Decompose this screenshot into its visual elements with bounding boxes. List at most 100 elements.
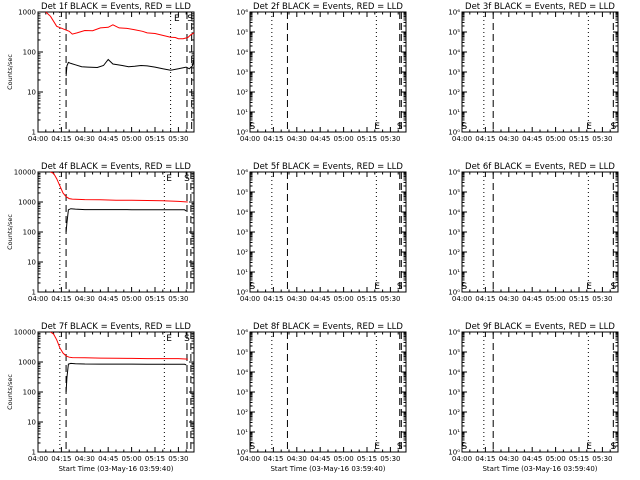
- x-tick-label: 04:00: [28, 135, 48, 143]
- x-tick-label: 05:30: [592, 295, 612, 303]
- x-tick-label: 04:00: [452, 295, 472, 303]
- y-tick-label: 10²: [236, 89, 248, 97]
- y-tick-label: 10¹: [236, 269, 248, 277]
- chart-title: Det 2f BLACK = Events, RED = LLD: [253, 2, 403, 12]
- marker-letter: S: [397, 282, 403, 292]
- marker-letter: S: [461, 442, 467, 452]
- x-tick-label: 04:30: [287, 455, 307, 463]
- x-tick-label: 04:30: [75, 295, 95, 303]
- x-tick-label: 04:30: [287, 135, 307, 143]
- x-tick-label: 04:30: [287, 295, 307, 303]
- marker-letter: E: [166, 334, 172, 344]
- marker-letter: S: [249, 282, 255, 292]
- x-tick-label: 05:30: [168, 455, 188, 463]
- x-tick-label: 04:30: [499, 135, 519, 143]
- x-tick-label: 04:30: [75, 455, 95, 463]
- x-tick-label: 04:15: [51, 455, 71, 463]
- y-tick-label: 100: [23, 229, 36, 237]
- x-tick-label: 05:30: [592, 455, 612, 463]
- marker-letter: E: [374, 282, 380, 292]
- y-tick-label: 10³: [236, 69, 248, 77]
- y-tick-label: 10¹: [448, 109, 460, 117]
- marker-letter: S: [397, 122, 403, 132]
- marker-letter: S: [610, 282, 616, 292]
- chart-title: Det 4f BLACK = Events, RED = LLD: [41, 162, 191, 172]
- x-tick-label: 05:00: [334, 455, 354, 463]
- plot-frame: [249, 171, 407, 293]
- chart-title: Det 8f BLACK = Events, RED = LLD: [253, 322, 403, 332]
- x-tick-label: 05:15: [569, 135, 589, 143]
- y-tick-label: 10³: [448, 389, 460, 397]
- marker-letter: E: [174, 14, 180, 24]
- y-tick-label: 1000: [18, 359, 36, 367]
- chart-panel-3: Det 3f BLACK = Events, RED = LLD 10⁰ 10¹ 10…: [448, 2, 619, 143]
- y-tick-label: 1: [32, 129, 36, 137]
- x-tick-label: 04:15: [475, 295, 495, 303]
- x-tick-label: 04:15: [263, 455, 283, 463]
- y-tick-label: 10⁰: [448, 289, 460, 297]
- x-axis-label: Start Time (03-May-16 03:59:40): [270, 465, 385, 473]
- chart-panel-4: Det 4f BLACK = Events, RED = LLD 1 10 100 10…: [6, 162, 195, 303]
- x-tick-label: 04:00: [240, 455, 260, 463]
- marker-letter: S: [461, 282, 467, 292]
- marker-letter: S: [610, 122, 616, 132]
- y-tick-label: 10¹: [236, 109, 248, 117]
- y-tick-label: 10¹: [236, 429, 248, 437]
- x-tick-label: 05:30: [380, 295, 400, 303]
- y-tick-label: 10²: [236, 409, 248, 417]
- x-tick-label: 05:30: [592, 135, 612, 143]
- x-tick-label: 05:00: [334, 295, 354, 303]
- chart-title: Det 3f BLACK = Events, RED = LLD: [465, 2, 615, 12]
- y-tick-label: 10⁴: [448, 369, 460, 377]
- y-tick-label: 10⁴: [236, 49, 248, 57]
- chart-panel-1: Det 1f BLACK = Events, RED = LLD 1 10 100 10…: [6, 2, 195, 143]
- chart-panel-2: Det 2f BLACK = Events, RED = LLD 10⁰ 10¹ 10…: [236, 2, 407, 143]
- y-tick-label: 10⁰: [448, 129, 460, 137]
- x-tick-label: 05:15: [145, 135, 165, 143]
- y-tick-label: 1000: [18, 9, 36, 17]
- y-tick-label: 1: [32, 449, 36, 457]
- chart-title: Det 9f BLACK = Events, RED = LLD: [465, 322, 615, 332]
- x-tick-label: 05:15: [145, 295, 165, 303]
- x-tick-label: 04:00: [452, 135, 472, 143]
- y-tick-label: 10⁵: [448, 29, 460, 37]
- x-tick-label: 04:00: [240, 295, 260, 303]
- y-tick-label: 10: [27, 259, 36, 267]
- y-tick-label: 10⁰: [448, 449, 460, 457]
- x-tick-label: 04:00: [240, 135, 260, 143]
- y-tick-label: 10⁶: [236, 9, 248, 17]
- x-tick-label: 05:00: [122, 135, 142, 143]
- x-tick-label: 05:00: [122, 455, 142, 463]
- y-tick-label: 10³: [448, 69, 460, 77]
- events-series-line: [65, 208, 187, 233]
- y-tick-label: 10⁰: [236, 129, 248, 137]
- chart-title: Det 1f BLACK = Events, RED = LLD: [41, 2, 191, 12]
- x-tick-label: 04:45: [98, 455, 118, 463]
- marker-letter: S: [249, 442, 255, 452]
- y-tick-label: 10⁵: [236, 29, 248, 37]
- y-tick-label: 10⁰: [236, 449, 248, 457]
- x-tick-label: 05:30: [168, 135, 188, 143]
- marker-letter: S: [461, 122, 467, 132]
- y-tick-label: 10⁵: [448, 189, 460, 197]
- y-tick-label: 10: [27, 419, 36, 427]
- y-axis-label: Counts/sec: [6, 54, 14, 90]
- y-tick-label: 10⁴: [236, 209, 248, 217]
- x-tick-label: 04:45: [98, 135, 118, 143]
- y-tick-label: 10000: [14, 169, 36, 177]
- y-tick-label: 10⁰: [236, 289, 248, 297]
- plot-frame: [249, 331, 407, 453]
- y-tick-label: 10⁶: [236, 169, 248, 177]
- x-tick-label: 04:15: [51, 295, 71, 303]
- chart-panel-5: Det 5f BLACK = Events, RED = LLD 10⁰ 10¹ 10…: [236, 162, 407, 303]
- lld-series-line: [50, 331, 188, 360]
- x-tick-label: 05:15: [357, 135, 377, 143]
- y-tick-label: 100: [23, 389, 36, 397]
- y-tick-label: 10⁴: [236, 369, 248, 377]
- marker-letter: S: [184, 334, 190, 344]
- marker-letter: E: [586, 122, 592, 132]
- x-tick-label: 04:45: [310, 455, 330, 463]
- x-tick-label: 04:30: [499, 295, 519, 303]
- y-tick-label: 10⁶: [236, 329, 248, 337]
- chart-panel-6: Det 6f BLACK = Events, RED = LLD 10⁰ 10¹ 10…: [448, 162, 619, 303]
